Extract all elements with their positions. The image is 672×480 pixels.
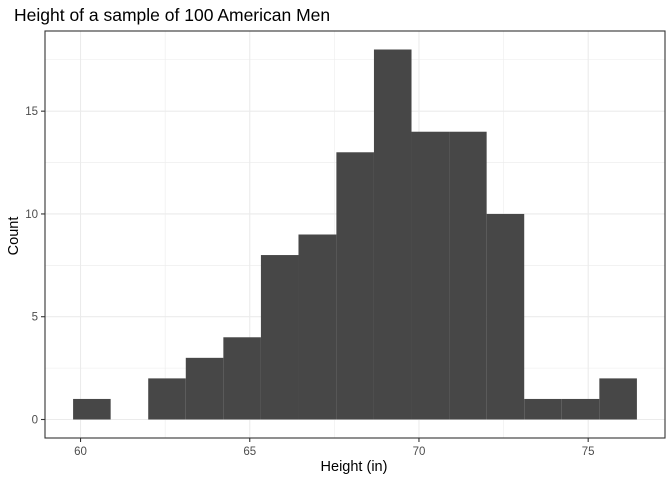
x-tick-label: 70 [413, 446, 426, 458]
y-axis-label: Count [6, 217, 22, 256]
histogram-bar [561, 398, 600, 420]
histogram-bar [411, 131, 450, 420]
panel-border [44, 30, 666, 439]
x-tick-label: 60 [74, 446, 87, 458]
y-tick-label: 5 [32, 312, 38, 324]
chart-title: Height of a sample of 100 American Men [14, 5, 330, 25]
histogram-bar [524, 398, 562, 420]
histogram-bar [223, 337, 261, 420]
histogram-bar [185, 357, 224, 420]
y-axis-ticks: 0 5 10 15 [25, 106, 45, 427]
x-axis-ticks: 60 65 70 75 [74, 438, 595, 458]
histogram-bar [298, 234, 337, 420]
histogram-bar [599, 378, 637, 420]
y-tick-label: 0 [32, 415, 38, 427]
x-tick-label: 65 [243, 446, 256, 458]
histogram-bar [73, 398, 111, 420]
histogram-bar [336, 152, 374, 420]
histogram-bar [148, 378, 186, 420]
histogram-bar [486, 213, 525, 420]
histogram-bars [73, 49, 637, 420]
y-tick-label: 10 [25, 209, 38, 221]
histogram-bar [260, 255, 299, 420]
histogram-bar [449, 131, 487, 420]
y-tick-label: 15 [25, 106, 38, 118]
x-tick-label: 75 [582, 446, 595, 458]
x-axis-label: Height (in) [321, 459, 388, 475]
histogram-bar [373, 49, 412, 420]
